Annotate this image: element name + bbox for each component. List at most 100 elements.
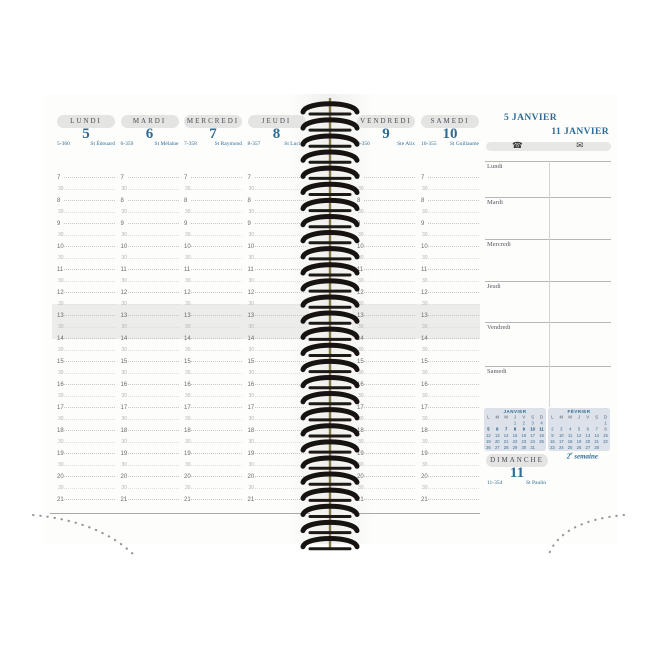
hour-label: 13 — [57, 312, 64, 319]
hour-slot: 15 — [357, 351, 415, 365]
half-hour-slot: 30 — [248, 316, 306, 330]
hour-slot: 7 — [248, 167, 306, 181]
day-section-label: Vendredi — [487, 323, 511, 331]
calendar-cell: 11 — [567, 432, 573, 438]
calendar-cell: 1 — [604, 420, 607, 426]
saint-name: St Raymond — [214, 141, 242, 147]
hour-slot: 16 — [184, 374, 242, 388]
day-label: JEUDI — [247, 115, 306, 128]
hour-slot: 11 — [421, 259, 479, 273]
mini-calendar-grid: L M M J V S D 1 2 3 4 5 6 7 8 9 10 11 12 13 14 15 16 17 18 19 20 21… — [548, 414, 610, 451]
half-hour-slot: 30 — [357, 454, 415, 468]
hour-label: 9 — [184, 220, 188, 227]
half-hour-label: 30 — [422, 461, 428, 468]
hour-slot: 7 — [184, 167, 242, 181]
hour-label: 20 — [120, 473, 128, 480]
day-section-rule — [485, 366, 611, 367]
hour-label: 11 — [247, 266, 254, 273]
hour-label: 20 — [184, 473, 191, 480]
half-hour-label: 30 — [185, 369, 191, 376]
hour-slot: 17 — [421, 397, 479, 411]
half-hour-slot: 30 — [121, 201, 179, 215]
half-hour-label: 30 — [58, 231, 64, 238]
half-hour-label: 30 — [358, 346, 364, 353]
half-hour-slot: 30 — [248, 431, 306, 445]
hour-slot: 17 — [120, 397, 179, 411]
calendar-day-letter: J — [577, 414, 581, 420]
half-hour-slot: 30 — [184, 201, 242, 215]
half-hour-slot: 30 — [248, 385, 306, 399]
calendar-cell: 18 — [567, 438, 573, 444]
hour-label: 7 — [120, 174, 124, 181]
half-hour-label: 30 — [248, 277, 255, 284]
half-hour-slot: 30 — [357, 385, 415, 399]
hour-slot: 10 — [57, 236, 115, 250]
half-hour-label: 30 — [422, 323, 428, 330]
half-hour-label: 30 — [185, 415, 191, 422]
calendar-day-letter: D — [540, 414, 544, 420]
hour-label: 13 — [357, 312, 364, 319]
half-hour-label: 30 — [358, 277, 364, 284]
half-hour-slot: 30 — [357, 362, 415, 376]
half-hour-label: 30 — [358, 415, 364, 422]
week-word: semaine — [574, 452, 598, 461]
calendar-cell: 12 — [576, 432, 582, 438]
half-hour-slot: 30 — [57, 293, 115, 307]
half-hour-label: 30 — [248, 415, 255, 422]
calendar-cell: 21 — [503, 438, 509, 444]
hour-slot: 12 — [120, 282, 179, 296]
half-hour-slot: 30 — [121, 408, 179, 422]
envelope-icon: ✉ — [576, 141, 584, 151]
hour-label: 12 — [421, 289, 428, 296]
hour-slot: 15 — [121, 351, 179, 365]
calendar-cell: 8 — [513, 426, 517, 432]
hour-label: 19 — [357, 450, 364, 457]
hour-slot: 18 — [57, 420, 115, 434]
hour-grid: 7 30 8 30 9 30 10 30 11 30 12 30 13 30 14 30 15 30 16 30 17 3… — [120, 167, 179, 503]
hour-label: 9 — [120, 220, 124, 227]
hour-slot: 9 — [57, 213, 115, 227]
hour-label: 19 — [120, 450, 128, 457]
hour-slot: 12 — [57, 282, 115, 296]
hour-label: 8 — [421, 197, 425, 204]
hour-label: 12 — [120, 289, 128, 296]
hour-slot: 19 — [184, 443, 242, 457]
half-hour-label: 30 — [58, 277, 64, 284]
calendar-week-row: 9 10 11 12 13 14 15 — [548, 432, 610, 438]
half-hour-slot: 30 — [57, 178, 115, 192]
hour-label: 12 — [247, 289, 255, 296]
calendar-cell: 6 — [586, 426, 589, 432]
half-hour-label: 30 — [185, 323, 191, 330]
half-hour-slot: 30 — [357, 408, 415, 422]
calendar-cell: 30 — [521, 445, 527, 451]
hour-slot: 10 — [421, 236, 479, 250]
hour-label: 18 — [357, 427, 364, 434]
hour-slot: 14 — [184, 328, 242, 342]
hour-label: 8 — [120, 197, 124, 204]
calendar-cell: 17 — [558, 438, 564, 444]
half-hour-label: 30 — [121, 461, 128, 468]
hour-slot: 10 — [357, 236, 415, 250]
half-hour-slot: 30 — [248, 293, 306, 307]
hour-slot: 9 — [248, 213, 306, 227]
half-hour-slot: 30 — [184, 477, 242, 491]
hour-label: 7 — [184, 174, 188, 181]
calendar-cell: 9 — [522, 426, 525, 432]
half-hour-slot: 30 — [184, 385, 242, 399]
calendar-cell: 3 — [560, 426, 563, 432]
hour-slot: 8 — [421, 190, 479, 204]
calendar-day-letter: M — [504, 414, 508, 420]
hour-slot: 9 — [357, 213, 415, 227]
hour-grid: 7 30 8 30 9 30 10 30 11 30 12 30 13 30 14 30 15 30 16 30 17 3… — [421, 167, 479, 503]
hour-slot: 13 — [357, 305, 415, 319]
half-hour-label: 30 — [185, 185, 191, 192]
half-hour-slot: 30 — [248, 339, 306, 353]
hour-label: 17 — [120, 404, 128, 411]
half-hour-label: 30 — [185, 346, 191, 353]
hour-label: 10 — [421, 243, 428, 250]
hour-slot: 12 — [421, 282, 479, 296]
half-hour-label: 30 — [58, 415, 64, 422]
hour-label: 21 — [120, 496, 128, 503]
